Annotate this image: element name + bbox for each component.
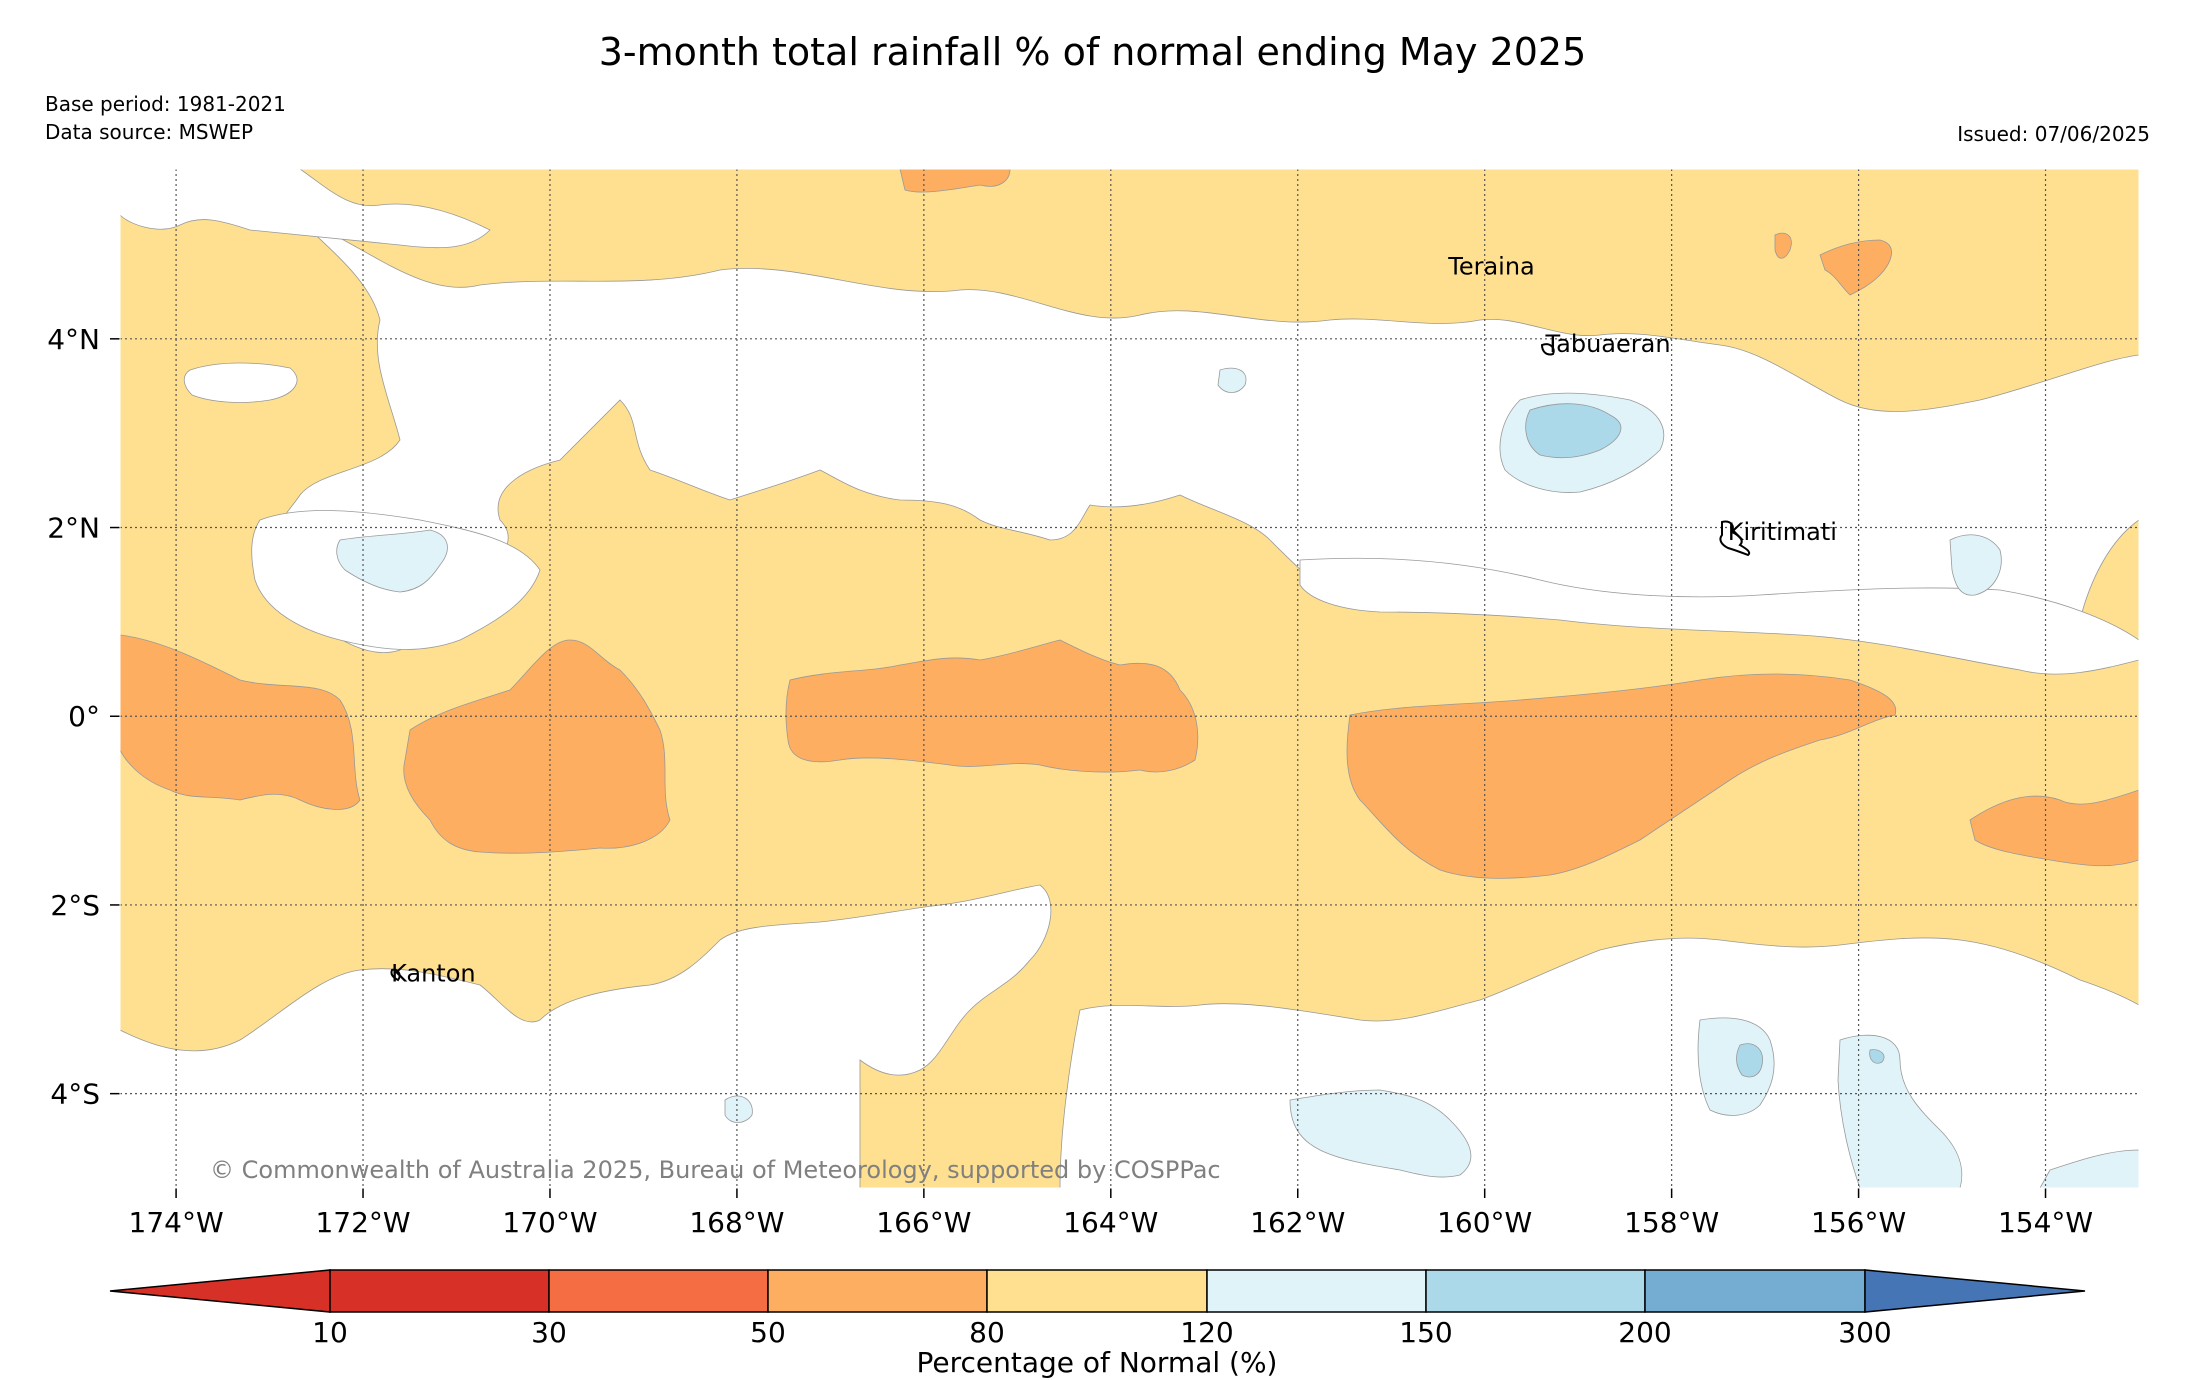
colorbar-tick-label: 150 — [1399, 1316, 1452, 1349]
field-30-50-far-east — [1969, 789, 2139, 867]
colorbar-tick-label: 50 — [750, 1316, 786, 1349]
field-120-150-small-2 — [724, 1095, 753, 1123]
tick-label-lat: 2°N — [47, 512, 100, 545]
field-80-120-west-island — [183, 362, 298, 403]
tick-label-lat: 4°S — [50, 1078, 100, 1111]
field-30-50-top-east-2 — [1774, 232, 1792, 259]
colorbar-label: Percentage of Normal (%) — [917, 1346, 1278, 1379]
place-label-kiritimati: Kiritimati — [1728, 518, 1837, 546]
field-120-150-small-1 — [1217, 367, 1247, 393]
colorbar-segment-10-30 — [329, 1269, 550, 1313]
base-period: Base period: 1981-2021 — [45, 92, 286, 116]
field-150-200-south-east — [1869, 1049, 1885, 1064]
tick-label-lon: 172°W — [315, 1206, 410, 1239]
field-120-150-kiritimati — [1949, 534, 2002, 596]
colorbar-tick-label: 10 — [312, 1316, 348, 1349]
kanton-island — [390, 968, 401, 982]
field-120-150-south-central — [1289, 1089, 1472, 1178]
kiritimati-island — [1719, 520, 1751, 557]
data-source: Data source: MSWEP — [45, 120, 254, 144]
colorbar-segment-120-150 — [1206, 1269, 1427, 1313]
colorbar-max-arrow — [1864, 1269, 2086, 1313]
place-markers: Teraina Tabuaeran Kiritimati Kanton — [391, 253, 1837, 988]
tick-label-lat: 2°S — [50, 889, 100, 922]
colorbar-tick-label: 80 — [969, 1316, 1005, 1349]
tick-label-lon: 170°W — [502, 1206, 597, 1239]
tick-label-lon: 166°W — [876, 1206, 971, 1239]
tabuaeran-island — [1540, 343, 1555, 356]
colorbar-tick-label: 300 — [1838, 1316, 1891, 1349]
field-120-150-south — [1697, 1017, 1775, 1116]
colorbar-segment-80-120 — [986, 1269, 1208, 1313]
tick-label-lon: 168°W — [689, 1206, 784, 1239]
colorbar-segment-150-200 — [1425, 1269, 1646, 1313]
tick-label-lon: 154°W — [1998, 1206, 2093, 1239]
tick-label-lat: 0° — [68, 700, 100, 733]
gridlines — [120, 169, 2139, 1188]
field-150-200-tabuaeran — [1525, 403, 1622, 459]
map-frame — [119, 168, 2140, 1189]
colorbar-tick-label: 30 — [531, 1316, 567, 1349]
field-120-150-west — [336, 529, 448, 593]
colorbar-ticks: 10 30 50 80 120 150 200 300 — [312, 1316, 1892, 1349]
tick-label-lon: 160°W — [1437, 1206, 1532, 1239]
field-80-120-south-region — [120, 884, 1052, 1188]
colorbar-tick-label: 200 — [1618, 1316, 1671, 1349]
tick-label-lon: 162°W — [1250, 1206, 1345, 1239]
field-30-50-top-central — [899, 169, 1011, 193]
tick-label-lon: 164°W — [1063, 1206, 1158, 1239]
map-fields — [120, 169, 2139, 1188]
axis-ticks: 174°W 172°W 170°W 168°W 166°W 164°W 162°W 160°W… — [47, 323, 2093, 1239]
map-title: 3-month total rainfall % of normal endin… — [598, 30, 1587, 74]
place-label-tabuaeran: Tabuaeran — [1544, 330, 1670, 358]
copyright-notice: © Commonwealth of Australia 2025, Bureau… — [210, 1156, 1221, 1184]
colorbar-tick-label: 120 — [1180, 1316, 1233, 1349]
field-30-50-central — [785, 639, 1199, 773]
field-150-200-south — [1736, 1043, 1763, 1078]
issued-date: Issued: 07/06/2025 — [1957, 122, 2150, 146]
field-120-150-south-east — [1837, 1034, 1963, 1188]
colorbar-segment-200-300 — [1644, 1269, 1866, 1313]
tick-label-lat: 4°N — [47, 323, 100, 356]
tick-label-lon: 156°W — [1811, 1206, 1906, 1239]
field-30-50-top-east — [1819, 239, 1892, 296]
field-80-120-top-left — [120, 169, 491, 249]
field-80-120-east-band — [1299, 557, 2139, 675]
place-label-teraina: Teraina — [1447, 253, 1535, 281]
colorbar-segment-30-50 — [548, 1269, 769, 1313]
field-30-50-west-central — [403, 639, 671, 854]
tick-label-lon: 158°W — [1624, 1206, 1719, 1239]
field-30-50-west — [120, 634, 361, 810]
colorbar-segment-50-80 — [767, 1269, 988, 1313]
colorbar: 10 30 50 80 120 150 200 300 Percentage of Norma… — [109, 1269, 2086, 1379]
field-120-150-bottom-right — [2039, 1149, 2139, 1188]
tick-label-lon: 174°W — [129, 1206, 224, 1239]
colorbar-min-arrow — [109, 1269, 331, 1313]
place-label-kanton: Kanton — [391, 959, 476, 987]
